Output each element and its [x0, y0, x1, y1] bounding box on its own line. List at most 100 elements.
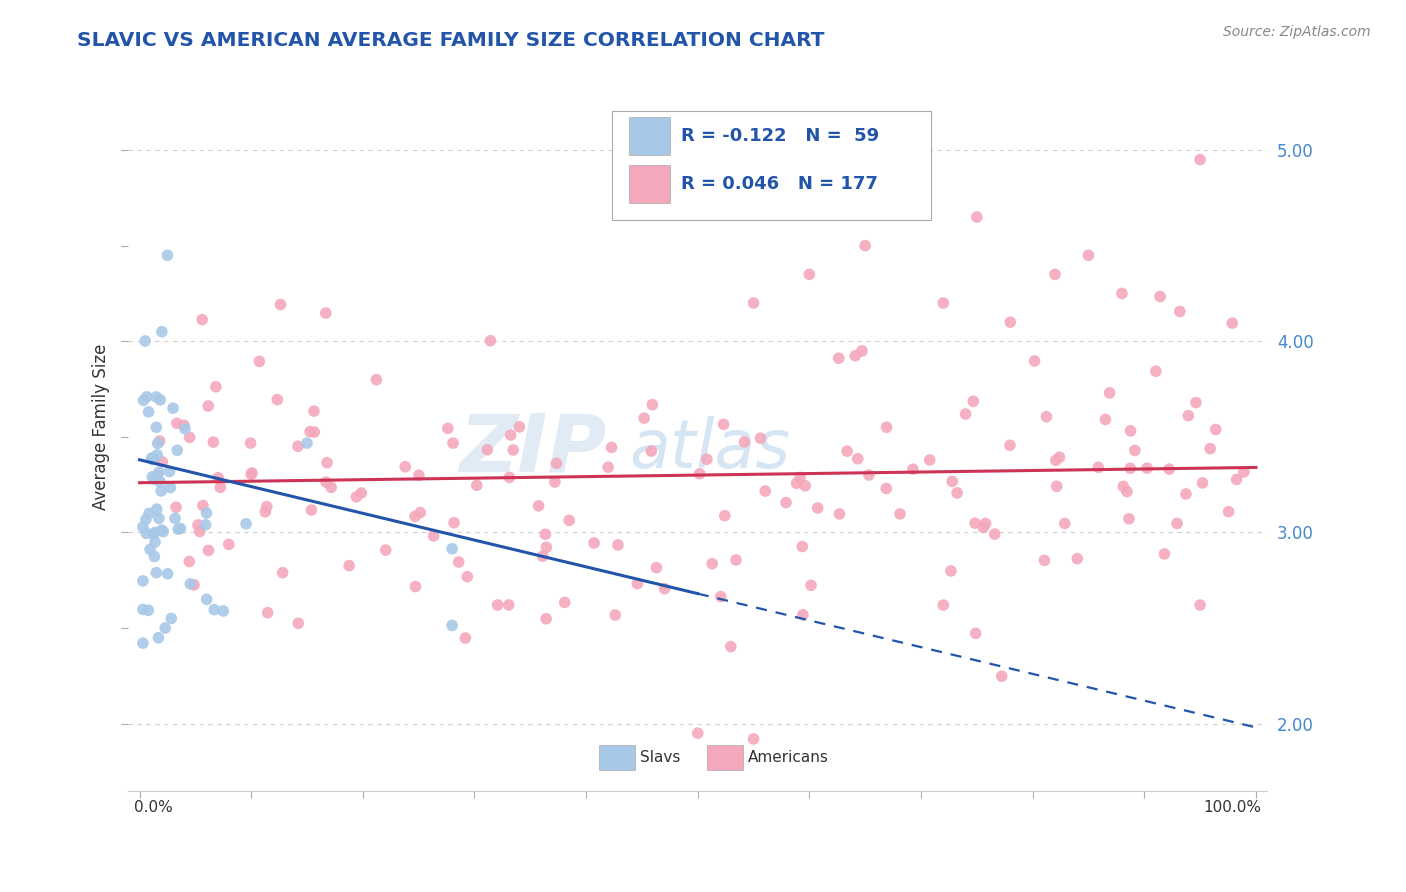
Point	[205, 380, 228, 394]
Point	[404, 509, 426, 524]
Point	[148, 631, 170, 645]
Point	[447, 555, 470, 569]
Text: atlas: atlas	[630, 416, 790, 482]
Point	[1136, 461, 1159, 475]
Point	[409, 506, 432, 520]
Point	[1112, 479, 1135, 493]
Point	[1098, 385, 1121, 400]
Point	[583, 536, 606, 550]
Point	[145, 420, 167, 434]
Point	[132, 520, 155, 534]
Point	[295, 436, 318, 450]
Point	[141, 470, 163, 484]
Point	[145, 566, 167, 580]
Point	[536, 541, 558, 555]
Point	[207, 471, 229, 485]
Point	[256, 500, 278, 514]
Point	[1000, 315, 1022, 329]
Point	[174, 422, 197, 436]
Point	[165, 500, 187, 515]
Point	[645, 560, 668, 574]
Point	[1077, 248, 1099, 262]
Point	[955, 407, 977, 421]
Point	[558, 513, 581, 527]
Point	[983, 527, 1005, 541]
Point	[146, 468, 169, 483]
Point	[422, 529, 444, 543]
Point	[534, 527, 557, 541]
Point	[156, 566, 179, 581]
Point	[150, 455, 173, 469]
FancyBboxPatch shape	[707, 746, 744, 770]
Point	[1035, 409, 1057, 424]
Point	[531, 549, 554, 564]
FancyBboxPatch shape	[599, 746, 636, 770]
Point	[846, 451, 869, 466]
Point	[1119, 461, 1142, 475]
Point	[143, 535, 166, 549]
Point	[191, 312, 214, 326]
Point	[851, 343, 873, 358]
Text: Source: ZipAtlas.com: Source: ZipAtlas.com	[1223, 25, 1371, 39]
Point	[876, 420, 898, 434]
Point	[179, 554, 201, 568]
Point	[149, 475, 172, 489]
Point	[1045, 453, 1067, 467]
Point	[350, 486, 373, 500]
Point	[191, 499, 214, 513]
Point	[749, 431, 772, 445]
Point	[143, 525, 166, 540]
Point	[742, 296, 765, 310]
Point	[932, 296, 955, 310]
Point	[1066, 551, 1088, 566]
Text: R = -0.122   N =  59: R = -0.122 N = 59	[681, 128, 879, 145]
Text: 100.0%: 100.0%	[1204, 800, 1261, 815]
Point	[477, 442, 499, 457]
Point	[598, 460, 620, 475]
Point	[187, 517, 209, 532]
Point	[271, 566, 294, 580]
Point	[710, 590, 733, 604]
Point	[166, 443, 188, 458]
Point	[194, 517, 217, 532]
Point	[1233, 465, 1256, 479]
Point	[1149, 289, 1171, 303]
Point	[149, 392, 172, 407]
Point	[146, 436, 169, 450]
Point	[316, 456, 339, 470]
Point	[443, 516, 465, 530]
Point	[724, 553, 747, 567]
Point	[702, 557, 724, 571]
Point	[240, 466, 263, 480]
Point	[799, 268, 821, 282]
Point	[965, 516, 987, 530]
Point	[1094, 412, 1116, 426]
Point	[1053, 516, 1076, 531]
Point	[240, 467, 263, 482]
Point	[188, 524, 211, 539]
Point	[835, 444, 858, 458]
Point	[152, 524, 174, 539]
Point	[1118, 512, 1140, 526]
Point	[441, 618, 464, 632]
Point	[828, 507, 851, 521]
Point	[156, 248, 179, 262]
Point	[828, 351, 851, 366]
Point	[1189, 153, 1212, 167]
Text: ZIP: ZIP	[460, 410, 606, 488]
Point	[169, 521, 191, 535]
Point	[202, 435, 225, 450]
Point	[696, 452, 718, 467]
Point	[136, 603, 159, 617]
Point	[150, 325, 173, 339]
Point	[337, 558, 360, 573]
FancyBboxPatch shape	[630, 117, 671, 155]
Point	[901, 462, 924, 476]
Point	[1177, 409, 1199, 423]
Point	[633, 411, 655, 425]
Point	[239, 436, 262, 450]
Point	[875, 482, 897, 496]
Point	[499, 428, 522, 442]
Point	[1046, 479, 1069, 493]
Point	[974, 516, 997, 531]
